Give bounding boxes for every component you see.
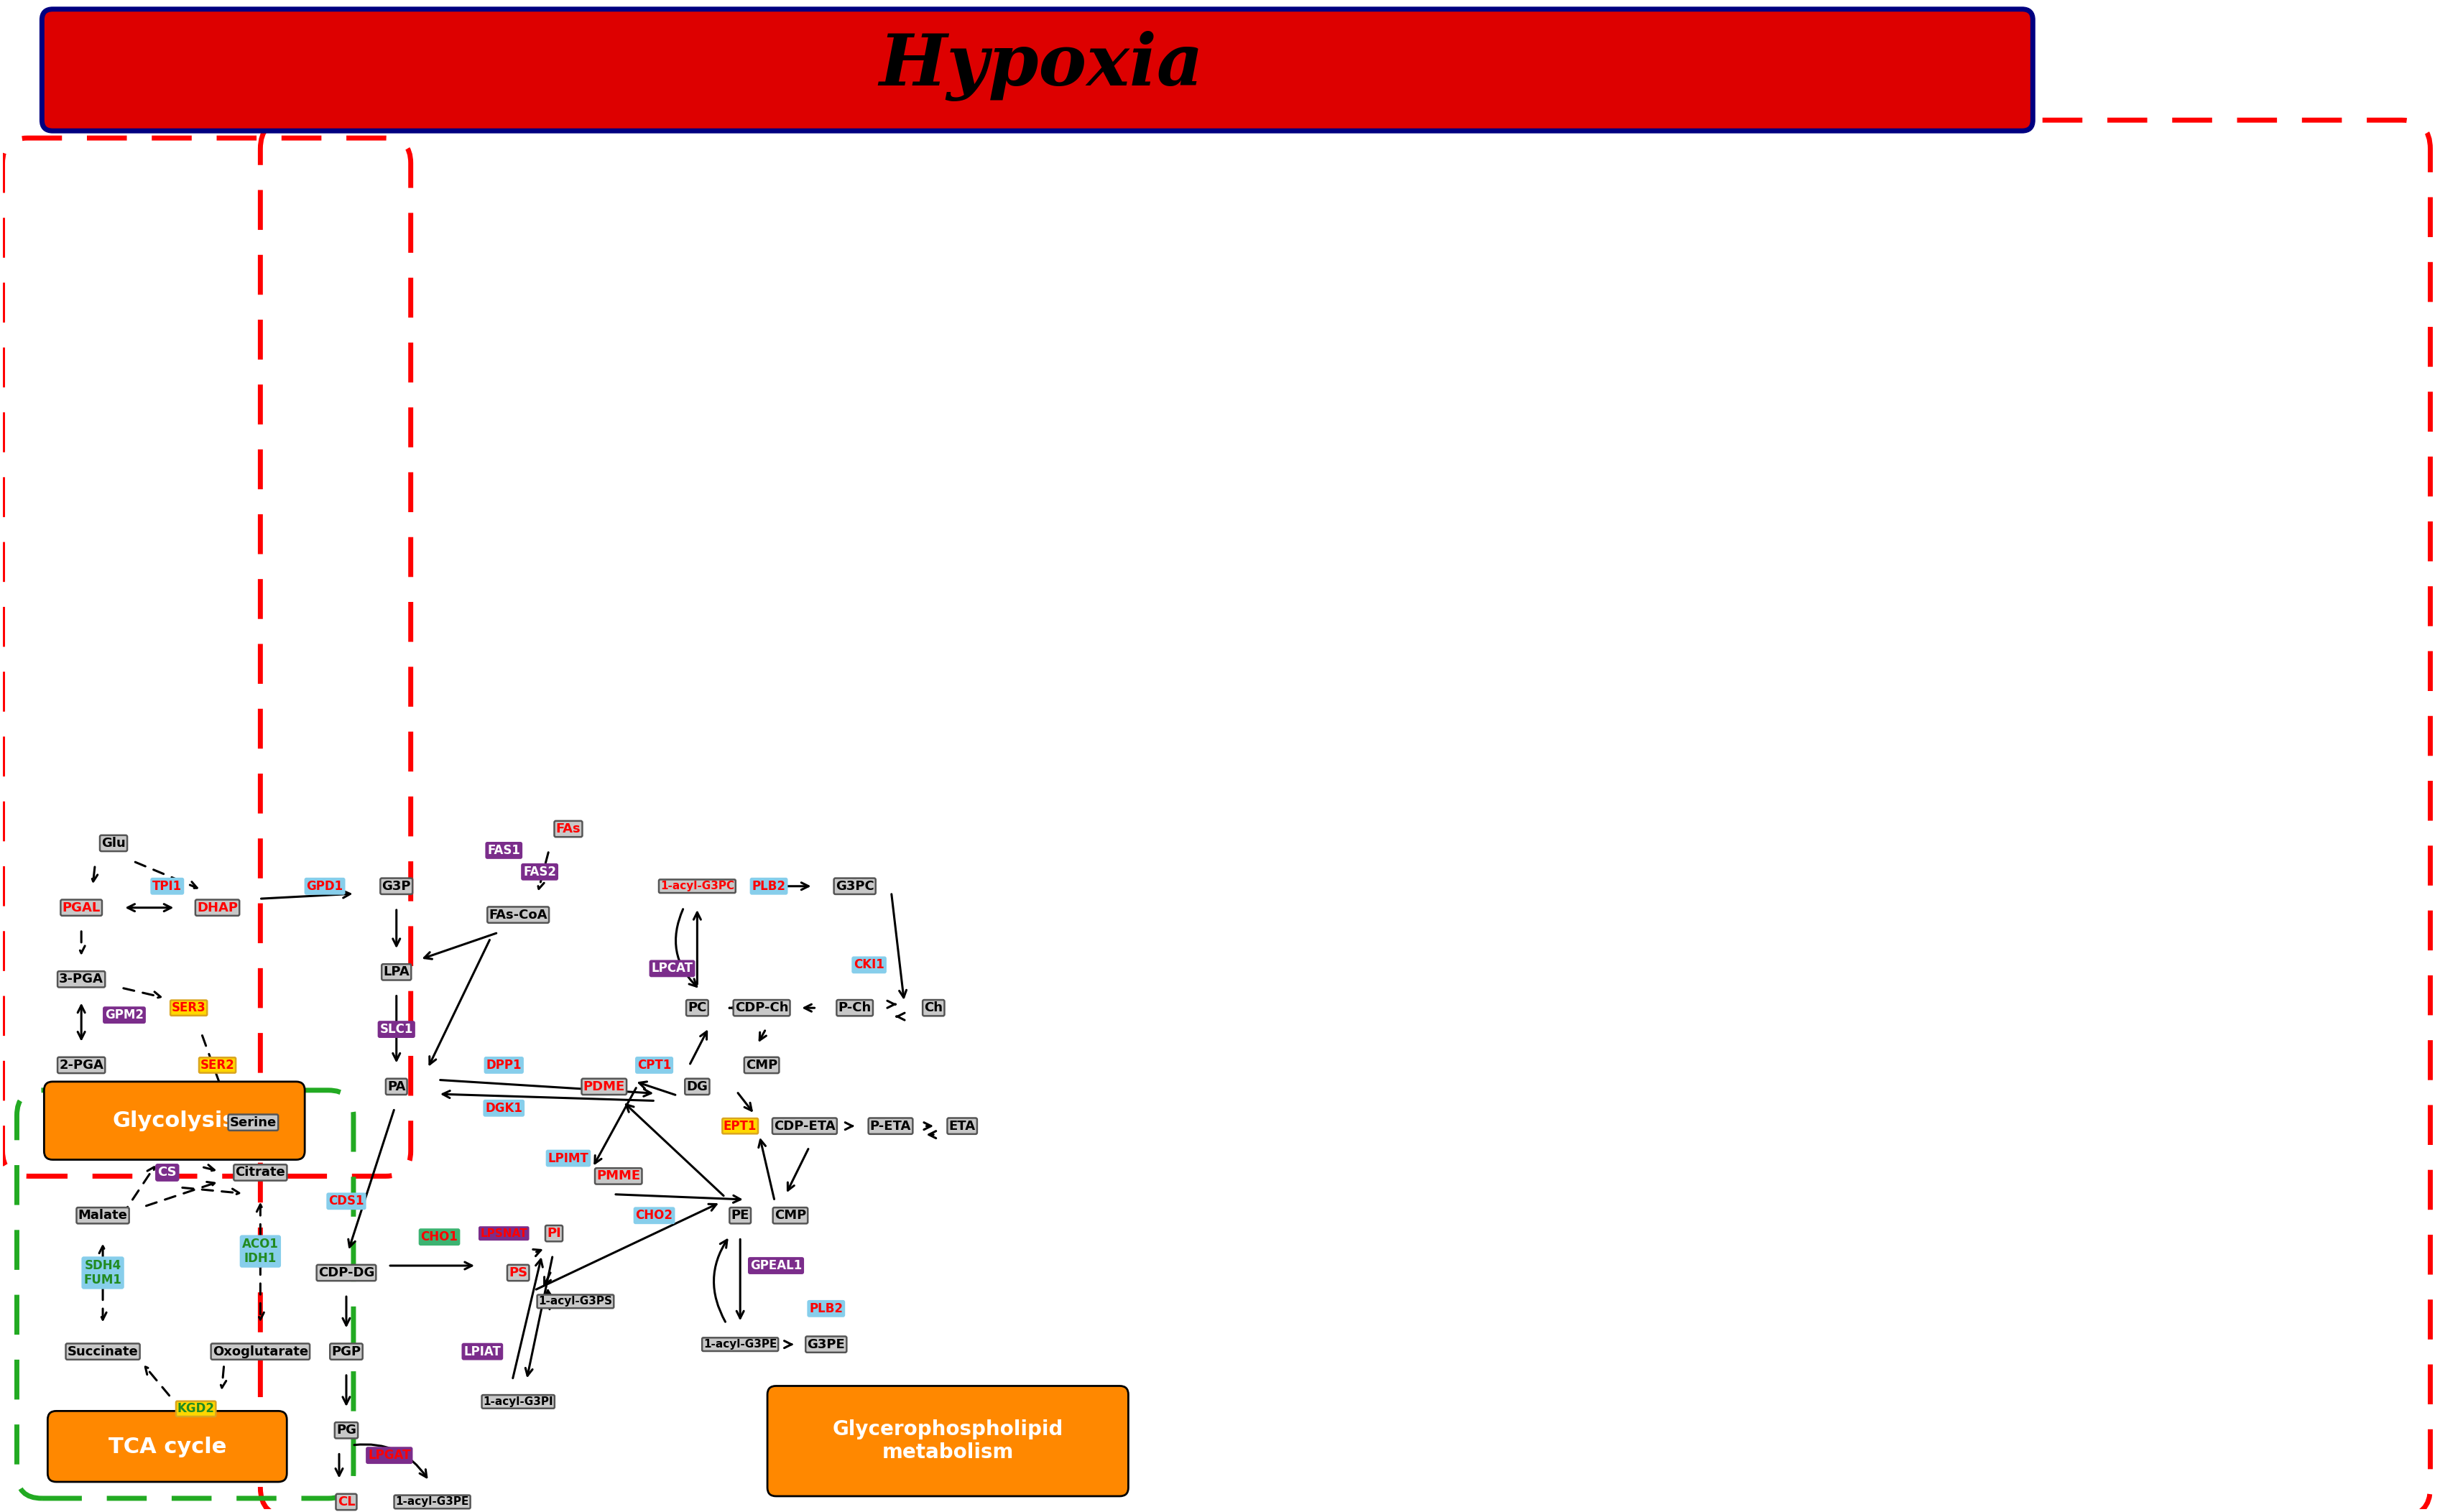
Text: PC: PC (688, 1001, 708, 1015)
Text: CKI1: CKI1 (854, 959, 883, 971)
Text: PG: PG (337, 1424, 356, 1436)
Text: FAS2: FAS2 (522, 865, 556, 878)
Text: TPI1: TPI1 (151, 880, 183, 892)
Text: SLC1: SLC1 (381, 1024, 412, 1036)
Text: CPT1: CPT1 (637, 1058, 671, 1072)
Text: SDH4
FUM1: SDH4 FUM1 (83, 1259, 122, 1287)
Text: ACO1
IDH1: ACO1 IDH1 (242, 1237, 278, 1266)
Text: CDS1: CDS1 (329, 1194, 364, 1208)
Text: PGAL: PGAL (61, 901, 100, 915)
Text: SER3: SER3 (171, 1001, 205, 1015)
Text: PMME: PMME (595, 1170, 639, 1182)
Text: PE: PE (732, 1210, 749, 1222)
Text: 1-acyl-G3PS: 1-acyl-G3PS (539, 1296, 612, 1306)
FancyBboxPatch shape (49, 1411, 288, 1482)
Text: Citrate: Citrate (234, 1166, 285, 1179)
Text: Glycolysis: Glycolysis (112, 1111, 237, 1131)
Text: LPIAT: LPIAT (464, 1346, 500, 1358)
Text: CDP-ETA: CDP-ETA (773, 1119, 834, 1132)
Text: G3P: G3P (383, 880, 410, 892)
Text: Glycerophospholipid
metabolism: Glycerophospholipid metabolism (832, 1420, 1064, 1462)
Text: PA: PA (388, 1080, 405, 1093)
Text: LPIMT: LPIMT (549, 1152, 588, 1164)
Text: 1-acyl-G3PC: 1-acyl-G3PC (661, 881, 734, 892)
Text: Hypoxia: Hypoxia (878, 32, 1203, 101)
Text: LPSNAT: LPSNAT (481, 1228, 527, 1238)
Text: 3-PGA: 3-PGA (59, 972, 102, 986)
Text: FAS1: FAS1 (488, 844, 520, 857)
Text: LPGAT: LPGAT (368, 1448, 410, 1462)
Text: PLB2: PLB2 (752, 880, 786, 892)
Text: PDME: PDME (583, 1080, 625, 1093)
Text: Oxoglutarate: Oxoglutarate (212, 1346, 307, 1358)
Text: 2-PGA: 2-PGA (59, 1058, 102, 1072)
Text: TCA cycle: TCA cycle (107, 1436, 227, 1458)
Text: Succinate: Succinate (68, 1346, 139, 1358)
Text: DHAP: DHAP (198, 901, 237, 915)
Text: P-Ch: P-Ch (839, 1001, 871, 1015)
Text: Malate: Malate (78, 1210, 127, 1222)
Text: EPT1: EPT1 (725, 1119, 756, 1132)
Text: CL: CL (337, 1495, 356, 1509)
Text: KGD2: KGD2 (178, 1402, 215, 1415)
Text: P-ETA: P-ETA (871, 1119, 910, 1132)
FancyBboxPatch shape (44, 1081, 305, 1160)
Text: G3PE: G3PE (808, 1338, 844, 1350)
Text: FAs: FAs (556, 823, 581, 836)
Text: PGP: PGP (332, 1346, 361, 1358)
Text: Glu: Glu (102, 836, 127, 850)
Text: CS: CS (159, 1166, 176, 1179)
Text: 1-acyl-G3PE: 1-acyl-G3PE (703, 1340, 776, 1350)
Text: GPM2: GPM2 (105, 1009, 144, 1022)
Text: DPP1: DPP1 (486, 1058, 522, 1072)
Text: PI: PI (547, 1226, 561, 1240)
Text: PLB2: PLB2 (810, 1302, 842, 1315)
Text: CDP-DG: CDP-DG (317, 1267, 373, 1279)
Text: GPEAL1: GPEAL1 (749, 1259, 803, 1272)
Text: 1-acyl-G3PE: 1-acyl-G3PE (395, 1497, 468, 1507)
Text: Serine: Serine (229, 1116, 276, 1129)
Text: CHO1: CHO1 (420, 1231, 459, 1243)
Text: PS: PS (510, 1267, 527, 1279)
FancyBboxPatch shape (41, 9, 2033, 132)
Text: CMP: CMP (773, 1210, 805, 1222)
Text: LPA: LPA (383, 966, 410, 978)
FancyBboxPatch shape (769, 1387, 1127, 1497)
Text: CDP-Ch: CDP-Ch (734, 1001, 788, 1015)
Text: GPD1: GPD1 (307, 880, 344, 892)
Text: LPCAT: LPCAT (651, 962, 693, 975)
Text: ETA: ETA (949, 1119, 976, 1132)
Text: FAs-CoA: FAs-CoA (488, 909, 547, 921)
Text: Ch: Ch (925, 1001, 942, 1015)
Text: DGK1: DGK1 (486, 1102, 522, 1114)
Text: CMP: CMP (747, 1058, 778, 1072)
Text: G3PC: G3PC (834, 880, 874, 892)
Text: SER2: SER2 (200, 1058, 234, 1072)
Text: 1-acyl-G3PI: 1-acyl-G3PI (483, 1396, 554, 1408)
Text: CHO2: CHO2 (634, 1210, 673, 1222)
Text: DG: DG (686, 1080, 708, 1093)
